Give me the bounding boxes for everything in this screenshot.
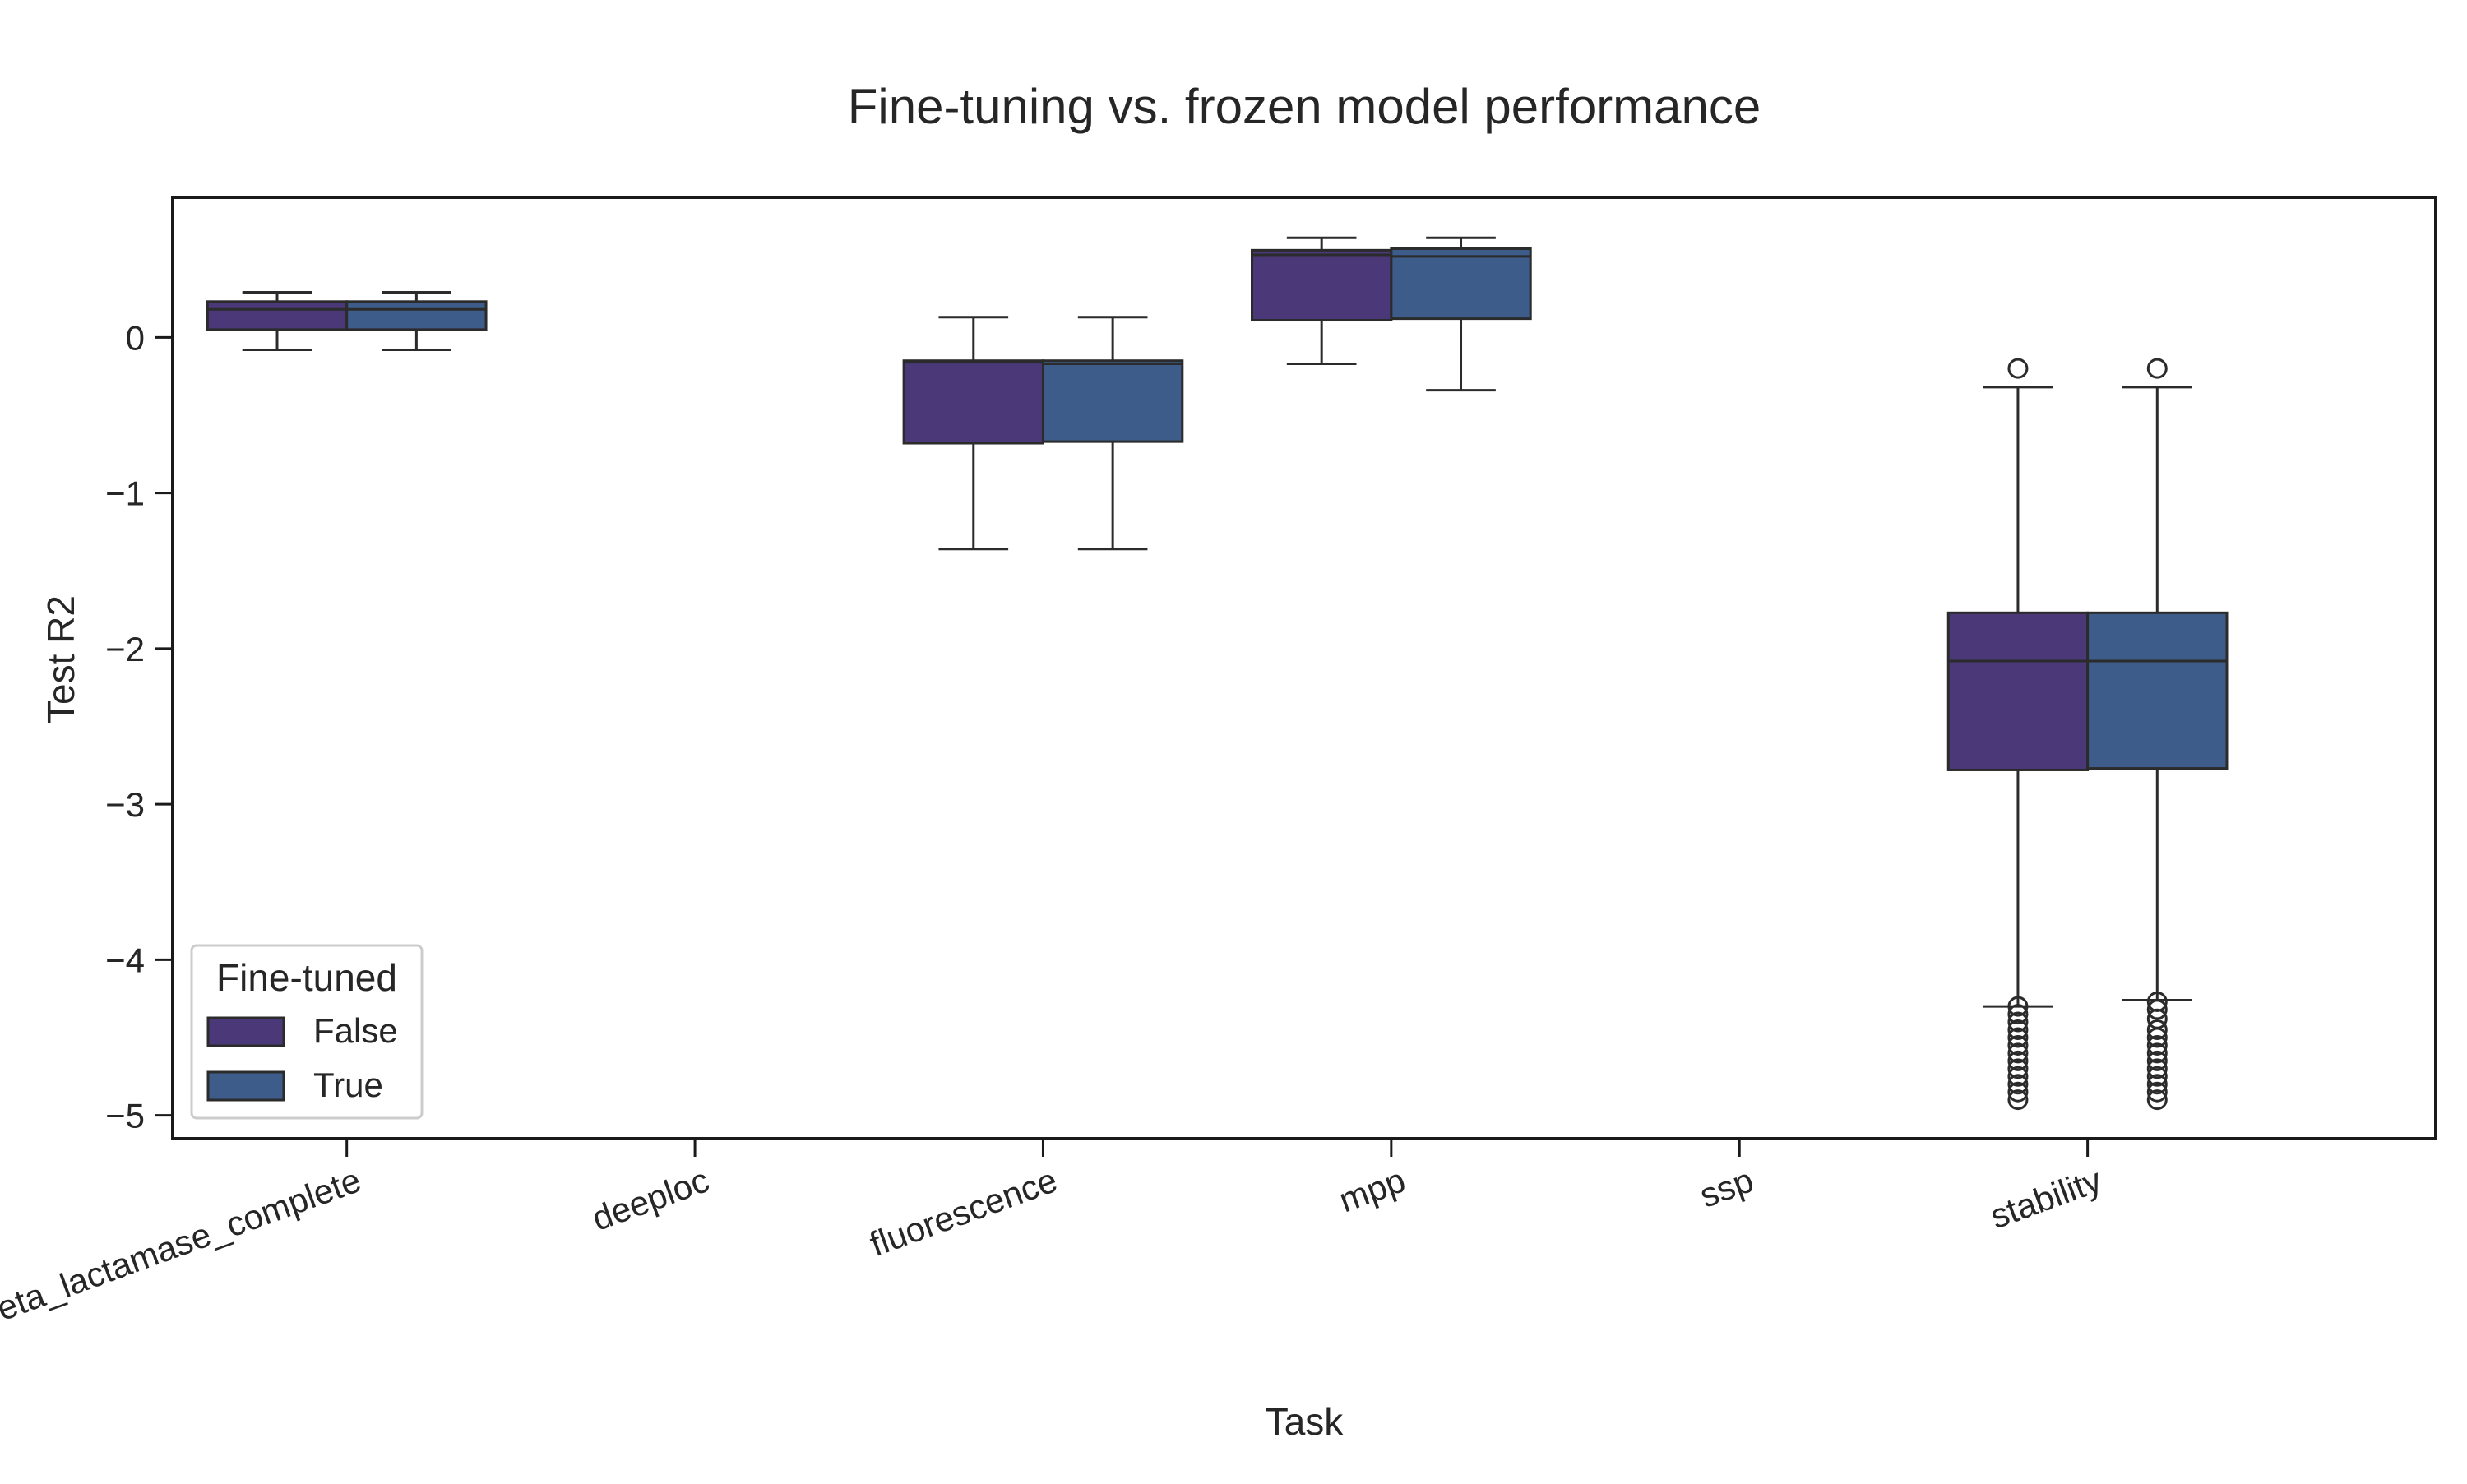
outlier-point (2007, 1019, 2029, 1041)
y-axis-label: Test R2 (39, 595, 82, 724)
x-tick-label: mpp (1334, 1160, 1410, 1219)
y-tick-label: −3 (105, 785, 145, 824)
plot-frame (171, 196, 2437, 1140)
outlier-point (2007, 1074, 2029, 1095)
legend-label-false: False (313, 1011, 398, 1050)
legend-title: Fine-tuned (216, 956, 397, 999)
box-iqr (345, 300, 488, 331)
outlier-point (2007, 1011, 2029, 1033)
outlier-point (2007, 1066, 2029, 1087)
box-beta_lactamase_complete-False (206, 290, 349, 351)
box-fluorescence-True (1041, 316, 1184, 551)
outlier-point (2146, 358, 2168, 379)
tick-layer: 0 −1 −2 −3 −4 −5 beta_lactamase_complete deeplo… (0, 318, 2107, 1334)
y-tick-label: −1 (105, 474, 145, 513)
outlier-point (2007, 1034, 2029, 1056)
x-tick-label: fluorescence (865, 1160, 1062, 1264)
box-fluorescence-False (902, 316, 1044, 551)
x-tick-label: ssp (1695, 1160, 1758, 1215)
x-axis-label: Task (1266, 1400, 1345, 1443)
outlier-point (2007, 996, 2029, 1017)
outlier-point (2007, 1081, 2029, 1103)
y-tick-label: −4 (105, 941, 145, 979)
outlier-point (2146, 1089, 2168, 1111)
outlier-point (2146, 1081, 2168, 1103)
outlier-point (2146, 1019, 2168, 1041)
legend-swatch-true (206, 1070, 285, 1102)
outlier-point (2007, 1042, 2029, 1064)
legend-label-true: True (313, 1066, 383, 1104)
outlier-point (2007, 1004, 2029, 1025)
box-beta_lactamase_complete-True (345, 290, 488, 351)
box-iqr (1041, 359, 1184, 443)
outlier-point (2146, 1050, 2168, 1071)
outlier-point (2007, 1050, 2029, 1071)
box-iqr (1946, 611, 2090, 771)
x-tick-label: deeploc (587, 1160, 714, 1237)
outlier-point (2146, 1058, 2168, 1079)
x-tick-label: beta_lactamase_complete (0, 1160, 366, 1334)
outlier-point (2007, 1058, 2029, 1079)
box-iqr (206, 300, 349, 331)
outlier-point (2146, 1042, 2168, 1064)
y-tick-label: −2 (105, 630, 145, 668)
outlier-point (2146, 1027, 2168, 1048)
box-stability-False (1946, 358, 2090, 1111)
legend: Fine-tuned False True (190, 944, 424, 1120)
y-tick-label: 0 (126, 318, 145, 357)
outlier-point (2007, 358, 2029, 379)
outlier-point (2007, 1027, 2029, 1048)
box-stability-True (2086, 358, 2229, 1111)
box-mpp-True (1390, 236, 1532, 392)
box-iqr (1390, 247, 1532, 321)
outlier-point (2146, 1074, 2168, 1095)
box-mpp-False (1250, 236, 1393, 366)
x-tick-label: stability (1985, 1160, 2107, 1236)
outlier-point (2146, 1034, 2168, 1056)
box-layer (206, 236, 2229, 1111)
box-iqr (2086, 611, 2229, 770)
outlier-point (2146, 1066, 2168, 1087)
y-tick-label: −5 (105, 1097, 145, 1135)
outlier-point (2007, 1089, 2029, 1111)
box-iqr (902, 359, 1044, 445)
outlier-point (2146, 999, 2168, 1020)
chart-title: Fine-tuning vs. frozen model performance (848, 79, 1761, 134)
box-iqr (1250, 248, 1393, 322)
legend-swatch-false (206, 1016, 285, 1047)
